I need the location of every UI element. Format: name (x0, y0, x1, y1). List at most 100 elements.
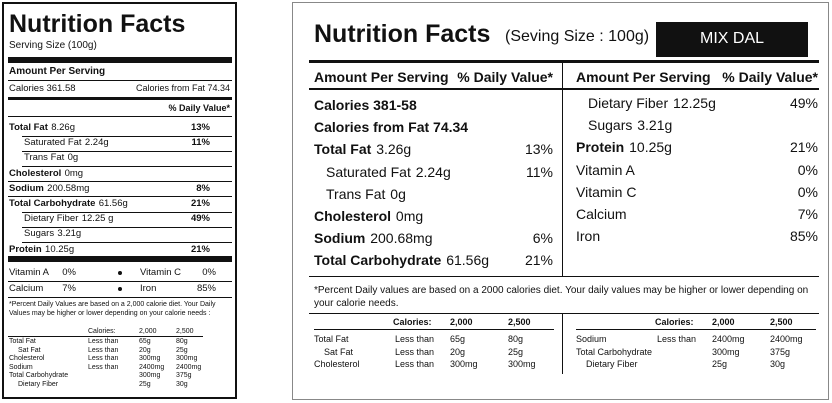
nutrient-row: Calcium (576, 207, 627, 221)
rule (8, 256, 232, 262)
rule (22, 241, 232, 243)
rule (22, 211, 232, 213)
left-label (2, 2, 237, 399)
footer-value: 2400mg (139, 363, 165, 371)
nutrient-row: Cholesterol 0mg (9, 167, 83, 179)
rule (562, 63, 563, 276)
footer-nutrient: Cholesterol (9, 355, 45, 362)
nutrient-name: Sodium (9, 182, 44, 194)
nutrient-row: Trans Fat 0g (24, 153, 78, 163)
nutrient-row: Total Carbohydrate 61.56g (9, 199, 128, 209)
daily-value: 49% (190, 213, 210, 225)
footer-header: Calories: (655, 317, 694, 327)
nutrient-name: Protein (576, 139, 625, 156)
nutrient-row: Vitamin A (576, 163, 635, 177)
nutrient-row: Sugars 3.21g (588, 118, 672, 132)
nutrient-name: Iron (576, 228, 601, 245)
nutrient-name: Sugars (24, 228, 55, 240)
product-badge (656, 22, 808, 57)
nutrient-row: Vitamin C (576, 185, 636, 199)
footer-header: Calories: (88, 328, 116, 335)
vitamin-name: Iron (140, 283, 157, 294)
nutrient-row: Trans Fat 0g (326, 187, 406, 201)
footer-limit: Less than (88, 346, 119, 354)
footer-header: Calories: (393, 317, 432, 327)
daily-value: 85% (789, 228, 818, 245)
bullet (118, 271, 122, 275)
nutrient-row: Sodium 200.58mg (9, 184, 89, 194)
nutrient-row: Protein 10.25g (9, 244, 74, 255)
nutrient-amount: 0mg (395, 208, 424, 224)
footer-value: 80g (176, 338, 188, 345)
footer-limit: Less than (395, 359, 435, 369)
nutrient-amount: 8.26g (51, 122, 75, 133)
footer-limit: Less than (88, 363, 119, 371)
footer-value: 25g (139, 380, 151, 388)
vitamin-name: Vitamin A (9, 267, 49, 278)
footnote: *Percent Daily values are based on a 200… (314, 285, 809, 309)
nutrient-name: Cholesterol (314, 208, 392, 224)
footer-value: 375g (176, 372, 192, 379)
product-name: MIX DAL (700, 30, 765, 47)
daily-value: 49% (789, 95, 818, 111)
nutrient-amount: 2.24g (415, 163, 451, 180)
nutrient-row: Saturated Fat 2.24g (326, 165, 451, 179)
daily-value: 11% (191, 137, 211, 149)
nutrient-amount: 200.68mg (370, 230, 433, 247)
nutrient-name: Cholesterol (9, 167, 62, 179)
footer-value: 2400mg (176, 363, 202, 371)
nutrient-amount: 2.24g (84, 137, 109, 149)
nutrient-row: Protein 10.25g (576, 140, 672, 154)
serving-size: (Seving Size : 100g) (505, 28, 650, 45)
calories: Calories 361.58 (9, 83, 76, 94)
dv-header: % Daily Value* (168, 103, 230, 113)
vitamin-dv: 7% (62, 283, 76, 294)
footer-nutrient: Sodium (9, 363, 33, 371)
nutrient-name: Calories 381-58 (314, 97, 417, 113)
footer-value: 20g (450, 346, 466, 357)
rule (8, 196, 232, 198)
nutrient-name: Sugars (588, 117, 633, 134)
nutrient-name: Total Carbohydrate (314, 252, 442, 269)
calories-from-fat: Calories from Fat 74.34 (135, 83, 230, 93)
nutrient-amount: 12.25g (673, 95, 716, 111)
nutrient-name: Dietary Fiber (588, 95, 669, 111)
label-title: Nutrition Facts (9, 10, 186, 38)
footer-value: 30g (176, 380, 188, 388)
nutrient-name: Total Carbohydrate (9, 198, 96, 209)
nutrient-amount: 200.58mg (47, 182, 90, 194)
footer-value: 2400mg (712, 334, 745, 344)
nutrient-amount: 61.56g (98, 198, 128, 209)
footer-value: 25g (508, 346, 524, 357)
footer-value: 300mg (176, 355, 198, 362)
daily-value: 13% (524, 141, 553, 158)
daily-value: 8% (196, 182, 210, 194)
serving-size: Serving Size (100g) (9, 40, 97, 51)
nutrient-name: Sodium (314, 230, 366, 247)
nutrient-amount: 0g (67, 152, 79, 164)
nutrient-row: Total Fat 8.26g (9, 123, 75, 133)
vitamin-dv: 0% (202, 267, 216, 278)
nutrient-row: Calories from Fat 74.34 (314, 120, 468, 134)
nutrient-amount: 12.25 g (81, 213, 114, 225)
footer-nutrient: Total Fat (9, 338, 36, 345)
nutrient-amount: 3.21g (637, 117, 673, 134)
nutrient-name: Trans Fat (24, 152, 65, 164)
rule (22, 150, 232, 152)
footer-limit: Less than (395, 334, 435, 344)
nutrient-name: Calcium (576, 206, 627, 222)
footer-value: 30g (770, 359, 786, 369)
daily-value: 21% (524, 252, 553, 269)
nutrient-name: Total Fat (9, 122, 48, 133)
rule (8, 116, 232, 117)
nutrient-row: Total Carbohydrate 61.56g (314, 253, 489, 267)
nutrient-name: Saturated Fat (326, 163, 411, 180)
footer-header: 2,500 (508, 317, 531, 327)
footer-value: 300mg (139, 372, 161, 379)
footer-nutrient: Total Carbohydrate (9, 372, 69, 379)
footer-value: 300mg (139, 355, 161, 362)
nutrient-row: Saturated Fat 2.24g (24, 138, 109, 148)
daily-value: 21% (190, 198, 210, 209)
footnote: *Percent Daily Values are based on a 2,0… (9, 301, 216, 317)
footer-value: 300mg (508, 359, 536, 369)
